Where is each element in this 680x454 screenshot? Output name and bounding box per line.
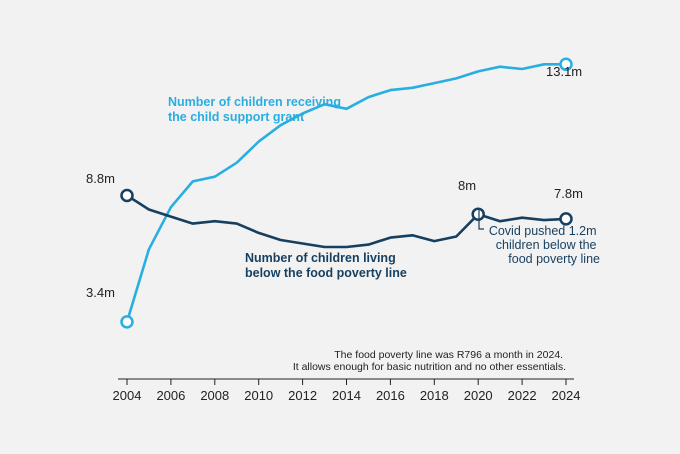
poverty-end-marker: [559, 212, 573, 226]
grant-series-label-line-2: the child support grant: [168, 110, 305, 124]
annotation-line-2: children below the: [496, 238, 597, 252]
child-support-grant-series: 3.4m 13.1m Number of children receiving …: [86, 57, 582, 329]
annotation-line-1: Covid pushed 1.2m: [489, 224, 597, 238]
x-axis-ticks: 2004 2006 2008 2010 2012 2014 2016 2018 2020 2022…: [113, 379, 581, 403]
x-tick-label: 2004: [113, 388, 142, 403]
x-tick-label: 2006: [156, 388, 185, 403]
x-tick-label: 2012: [288, 388, 317, 403]
x-tick-label: 2022: [508, 388, 537, 403]
footnote-line-2: It allows enough for basic nutrition and…: [293, 361, 566, 373]
footnote-line-1: The food poverty line was R796 a month i…: [334, 349, 563, 361]
grant-series-label-line-1: Number of children receiving: [168, 95, 341, 109]
grant-end-marker: [559, 57, 573, 72]
poverty-start-marker: [120, 188, 134, 203]
x-tick-label: 2010: [244, 388, 273, 403]
grant-start-value-label: 3.4m: [86, 285, 115, 300]
x-tick-label: 2018: [420, 388, 449, 403]
poverty-series-label-line-1: Number of children living: [245, 251, 396, 265]
x-tick-label: 2020: [464, 388, 493, 403]
grant-end-value-label: 13.1m: [546, 64, 582, 79]
child-support-grant-line: [125, 63, 568, 324]
x-tick-label: 2016: [376, 388, 405, 403]
covid-annotation-text: Covid pushed 1.2m children below the foo…: [489, 224, 600, 266]
x-tick-label: 2014: [332, 388, 361, 403]
x-tick-label: 2024: [552, 388, 581, 403]
poverty-2020-marker: [471, 207, 485, 221]
x-tick-label: 2008: [200, 388, 229, 403]
food-poverty-line: [125, 194, 568, 249]
poverty-series-label: Number of children living below the food…: [245, 251, 407, 280]
annotation-bracket: [478, 210, 484, 230]
covid-annotation: Covid pushed 1.2m children below the foo…: [478, 210, 600, 266]
grant-start-marker: [120, 315, 134, 329]
annotation-line-3: food poverty line: [508, 252, 600, 266]
poverty-start-value-label: 8.8m: [86, 171, 115, 186]
poverty-end-value-label: 7.8m: [554, 186, 583, 201]
food-poverty-series: 8.8m 8m 7.8m Number of children living b…: [86, 171, 583, 280]
poverty-series-label-line-2: below the food poverty line: [245, 266, 407, 280]
footnote: The food poverty line was R796 a month i…: [293, 349, 566, 373]
grant-series-label: Number of children receiving the child s…: [168, 95, 344, 124]
poverty-2020-value-label: 8m: [458, 178, 476, 193]
